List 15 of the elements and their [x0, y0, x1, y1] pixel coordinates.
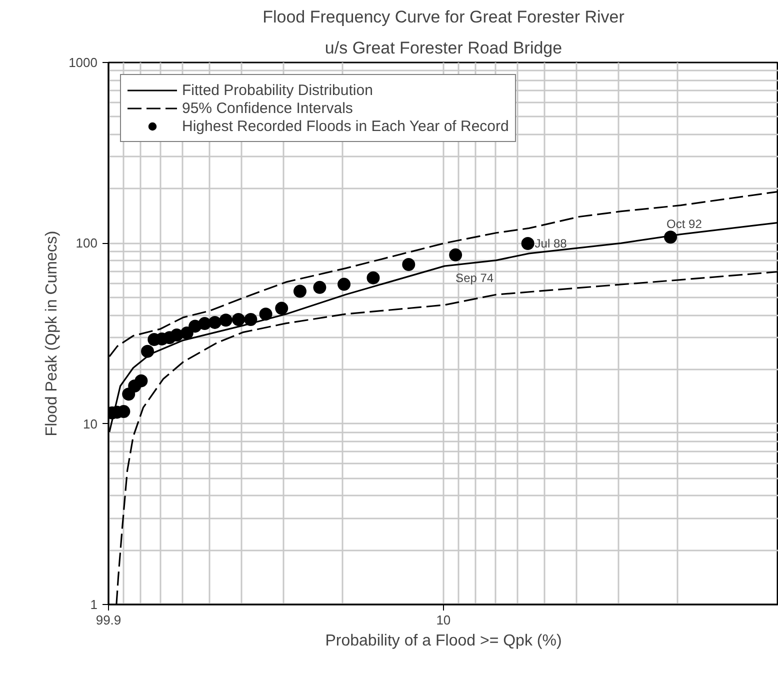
chart-title: Flood Frequency Curve for Great Forester River [262, 8, 625, 26]
y-tick-label: 10 [83, 416, 98, 432]
y-tick-label: 100 [76, 236, 98, 251]
legend-label: Fitted Probability Distribution [182, 81, 373, 99]
annotation: Oct 92 [666, 217, 702, 232]
y-tick-label: 1 [90, 597, 98, 612]
legend-label: Highest Recorded Floods in Each Year of Record [182, 117, 509, 135]
x-axis-title: Probability of a Flood >= Qpk (%) [325, 632, 562, 650]
legend-label: 95% Confidence Intervals [182, 99, 353, 117]
y-axis-title: Flood Peak (Qpk in Cumecs) [44, 230, 61, 436]
annotation: Sep 74 [456, 270, 494, 285]
y-tick-label: 1000 [68, 55, 98, 70]
chart-subtitle: u/s Great Forester Road Bridge [324, 38, 562, 58]
annotation: Jul 88 [534, 236, 568, 250]
x-tick-label: 99.9 [96, 612, 122, 628]
